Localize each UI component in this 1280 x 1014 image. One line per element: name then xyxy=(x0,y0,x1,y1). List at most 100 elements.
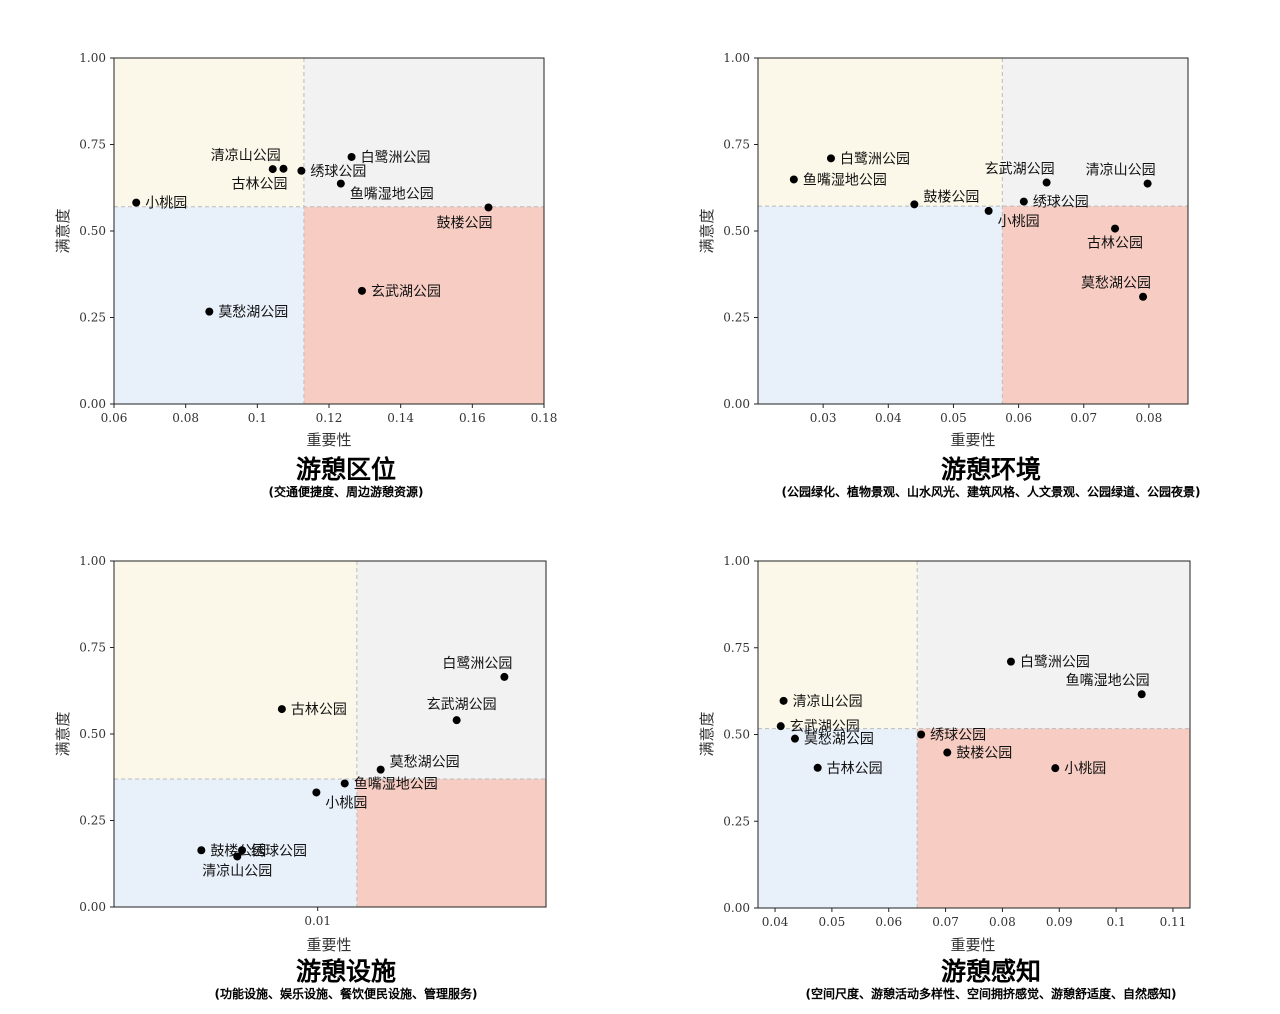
x-tick-label: 0.06 xyxy=(875,915,902,929)
data-point xyxy=(336,179,345,188)
point-label: 古林公园 xyxy=(231,177,287,193)
x-tick-label: 0.08 xyxy=(172,411,199,425)
data-point xyxy=(205,307,214,316)
data-point xyxy=(376,765,385,774)
quadrant-top-left xyxy=(114,561,357,779)
x-tick-label: 0.01 xyxy=(304,914,331,928)
quadrant-top-right xyxy=(356,561,546,779)
x-tick-label: 0.03 xyxy=(810,411,837,425)
quadrant-bottom-right xyxy=(303,206,544,404)
point-label: 清凉山公园 xyxy=(202,863,272,879)
data-point xyxy=(826,154,835,163)
chart-3: 0.01 0.00 0.25 0.50 0.75 1.00 重要性 满意度游憩设施(功能设施、… xyxy=(54,554,547,1001)
chart-1: 0.06 0.08 0.1 0.12 0.14 0.16 0.18 0.00 0.25 0.50 0… xyxy=(54,51,557,499)
data-point xyxy=(1051,764,1060,773)
chart-title: 游憩区位 xyxy=(296,455,396,484)
x-tick-label: 0.12 xyxy=(316,411,343,425)
point-label: 莫愁湖公园 xyxy=(804,732,874,748)
y-tick-label: 0.75 xyxy=(723,138,750,152)
point-label: 莫愁湖公园 xyxy=(1081,276,1151,292)
quadrant-bottom-left xyxy=(758,206,1003,404)
point-label: 古林公园 xyxy=(827,761,883,777)
data-point xyxy=(1137,690,1146,699)
x-tick-label: 0.05 xyxy=(940,411,967,425)
point-label: 玄武湖公园 xyxy=(427,696,497,713)
data-point xyxy=(1139,292,1148,301)
y-tick-label: 0.00 xyxy=(79,397,106,411)
point-label: 鼓楼公园 xyxy=(956,746,1012,762)
quadrant-top-right xyxy=(917,561,1190,729)
data-point xyxy=(268,165,277,174)
y-axis-label: 满意度 xyxy=(698,208,716,253)
point-label: 鱼嘴湿地公园 xyxy=(803,171,887,188)
data-point xyxy=(1042,178,1051,187)
point-label: 绣球公园 xyxy=(1033,195,1089,211)
quadrant-bottom-right xyxy=(356,778,546,907)
x-axis-label: 重要性 xyxy=(306,936,351,954)
point-label: 莫愁湖公园 xyxy=(218,305,288,321)
point-label: 白鹭洲公园 xyxy=(840,151,910,167)
data-point xyxy=(347,152,356,161)
data-point xyxy=(789,175,798,184)
chart-subtitle: (功能设施、娱乐设施、餐饮便民设施、管理服务) xyxy=(215,986,478,1001)
point-label: 绣球公园 xyxy=(251,843,307,859)
x-tick-label: 0.09 xyxy=(1046,915,1073,929)
point-label: 白鹭洲公园 xyxy=(361,150,431,166)
x-tick-label: 0.04 xyxy=(875,411,902,425)
y-tick-label: 0.75 xyxy=(723,641,750,655)
data-point xyxy=(779,696,788,705)
data-point xyxy=(776,722,785,731)
y-tick-label: 0.50 xyxy=(723,224,750,238)
data-point xyxy=(233,852,242,861)
point-label: 莫愁湖公园 xyxy=(390,755,460,771)
data-point xyxy=(238,846,247,855)
y-tick-label: 1.00 xyxy=(723,51,750,65)
data-point xyxy=(312,788,321,797)
data-point xyxy=(452,716,461,725)
x-tick-label: 0.05 xyxy=(819,915,846,929)
x-axis-label: 重要性 xyxy=(306,431,351,449)
data-point xyxy=(297,166,306,175)
data-point xyxy=(910,200,919,209)
point-label: 清凉山公园 xyxy=(1086,163,1156,179)
quadrant-bottom-left xyxy=(114,206,304,404)
y-tick-label: 0.25 xyxy=(723,814,750,828)
point-label: 鱼嘴湿地公园 xyxy=(350,186,434,203)
chart-title: 游憩环境 xyxy=(941,455,1041,484)
y-axis-label: 满意度 xyxy=(54,711,72,756)
x-tick-label: 0.07 xyxy=(932,915,959,929)
point-label: 鼓楼公园 xyxy=(436,215,492,231)
chart-title: 游憩感知 xyxy=(941,957,1041,986)
point-label: 小桃园 xyxy=(998,214,1040,230)
x-axis-label: 重要性 xyxy=(950,431,995,449)
x-tick-label: 0.1 xyxy=(248,411,267,425)
point-label: 绣球公园 xyxy=(930,728,986,744)
x-tick-label: 0.07 xyxy=(1070,411,1097,425)
data-point xyxy=(500,672,509,681)
data-point xyxy=(984,206,993,215)
point-label: 鱼嘴湿地公园 xyxy=(354,775,438,792)
quadrant-bottom-right xyxy=(1002,206,1188,404)
point-label: 鱼嘴湿地公园 xyxy=(1066,672,1150,689)
y-tick-label: 0.00 xyxy=(723,397,750,411)
chart-subtitle: (交通便捷度、周边游憩资源) xyxy=(269,484,424,499)
y-tick-label: 1.00 xyxy=(79,554,106,568)
point-label: 小桃园 xyxy=(145,196,187,212)
data-point xyxy=(1111,224,1120,233)
data-point xyxy=(790,734,799,743)
x-axis-label: 重要性 xyxy=(950,936,995,954)
y-tick-label: 0.00 xyxy=(723,901,750,915)
point-label: 玄武湖公园 xyxy=(790,718,860,735)
x-tick-label: 0.08 xyxy=(989,915,1016,929)
point-label: 玄武湖公园 xyxy=(371,283,441,300)
y-tick-label: 0.00 xyxy=(79,900,106,914)
y-tick-label: 0.25 xyxy=(723,311,750,325)
data-point xyxy=(277,705,286,714)
point-label: 小桃园 xyxy=(1064,761,1106,777)
quadrant-bottom-left xyxy=(114,778,357,907)
y-axis-label: 满意度 xyxy=(698,711,716,756)
x-tick-label: 0.06 xyxy=(1005,411,1032,425)
point-label: 白鹭洲公园 xyxy=(442,656,512,672)
x-tick-label: 0.14 xyxy=(387,411,414,425)
